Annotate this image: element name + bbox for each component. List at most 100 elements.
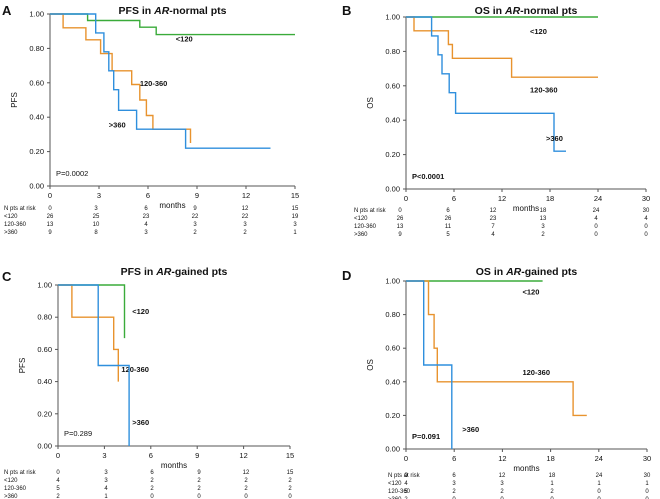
curve-label-gt360: >360 <box>109 121 126 130</box>
y-tick-label: 0.80 <box>29 44 44 53</box>
risk-count: 3 <box>243 222 247 228</box>
risk-count: 2 <box>288 478 292 484</box>
risk-count: 4 <box>56 478 60 484</box>
risk-count: 2 <box>243 230 247 236</box>
x-tick-label: 6 <box>149 451 153 460</box>
y-tick-label: 0.40 <box>29 113 44 122</box>
risk-count: 3 <box>144 230 148 236</box>
risk-row-label: >360 <box>388 497 402 499</box>
y-tick-label: 0.00 <box>37 442 52 451</box>
y-axis-label: PFS <box>18 358 27 374</box>
risk-count: 0 <box>645 497 649 499</box>
risk-table-tick: 3 <box>94 206 98 212</box>
risk-count: 2 <box>197 486 201 492</box>
km-curve-mid <box>406 280 587 417</box>
risk-table-tick: 24 <box>593 208 600 214</box>
risk-row-label: 120-360 <box>354 224 377 230</box>
y-tick-label: 0.40 <box>385 116 400 125</box>
risk-count: 3 <box>500 481 504 487</box>
km-curve-lt120 <box>58 284 126 339</box>
risk-count: 0 <box>244 494 248 499</box>
x-tick-label: 12 <box>498 194 506 203</box>
risk-count: 23 <box>143 214 150 220</box>
y-tick-label: 0.60 <box>385 81 400 90</box>
y-tick-label: 0.20 <box>29 147 44 156</box>
x-tick-label: 18 <box>546 454 554 463</box>
y-tick-label: 0.40 <box>37 377 52 386</box>
y-tick-label: 0.40 <box>385 377 400 386</box>
risk-table-tick: 9 <box>197 470 201 476</box>
risk-count: 5 <box>404 489 408 495</box>
risk-table-tick: 0 <box>56 470 60 476</box>
km-curve-gt360 <box>50 13 271 149</box>
y-tick-label: 0.60 <box>29 78 44 87</box>
risk-count: 0 <box>150 494 154 499</box>
risk-count: 13 <box>540 216 547 222</box>
y-axis-label: OS <box>366 97 375 109</box>
risk-count: 0 <box>644 224 648 230</box>
risk-count: 2 <box>197 478 201 484</box>
risk-count: 7 <box>491 224 495 230</box>
x-tick-label: 15 <box>291 191 299 200</box>
risk-table-tick: 0 <box>404 473 408 479</box>
risk-count: 22 <box>192 214 199 220</box>
risk-count: 0 <box>594 224 598 230</box>
risk-row-label: >360 <box>354 232 368 238</box>
km-curve-gt360 <box>406 280 453 449</box>
risk-count: 4 <box>594 216 598 222</box>
x-tick-label: 9 <box>195 451 199 460</box>
y-tick-label: 1.00 <box>385 277 400 286</box>
y-tick-label: 0.00 <box>385 185 400 194</box>
panel-letter: B <box>342 3 351 18</box>
risk-count: 2 <box>550 489 554 495</box>
risk-table-tick: 6 <box>446 208 450 214</box>
risk-count: 2 <box>150 486 154 492</box>
risk-row-label: <120 <box>4 214 18 220</box>
risk-count: 0 <box>452 497 456 499</box>
x-tick-label: 30 <box>642 194 650 203</box>
risk-count: 3 <box>541 224 545 230</box>
risk-row-label: <120 <box>388 481 402 487</box>
x-tick-label: 6 <box>452 454 456 463</box>
panel-letter: C <box>2 269 12 284</box>
x-tick-label: 12 <box>239 451 247 460</box>
risk-table-tick: 12 <box>499 473 506 479</box>
risk-table-header: N pts at risk <box>4 470 37 476</box>
risk-count: 1 <box>293 230 297 236</box>
km-curve-gt360 <box>406 16 566 152</box>
curve-label-lt120: <120 <box>530 27 547 36</box>
x-axis-label: months <box>159 201 185 210</box>
risk-count: 26 <box>47 214 54 220</box>
risk-count: 4 <box>404 481 408 487</box>
curve-label-mid: 120-360 <box>522 368 550 377</box>
risk-table-tick: 15 <box>287 470 294 476</box>
panel-letter: A <box>2 3 12 18</box>
risk-table-header: N pts at risk <box>354 208 387 214</box>
y-tick-label: 0.20 <box>385 150 400 159</box>
risk-table-tick: 6 <box>150 470 154 476</box>
p-value: P=0.0002 <box>56 169 88 178</box>
risk-count: 2 <box>541 232 545 238</box>
risk-count: 9 <box>398 232 402 238</box>
km-curve-lt120 <box>50 13 295 36</box>
km-curve-gt360 <box>58 284 130 446</box>
risk-count: 0 <box>288 494 292 499</box>
risk-count: 0 <box>645 489 649 495</box>
risk-count: 11 <box>445 224 452 230</box>
y-axis-label: PFS <box>10 92 19 108</box>
y-tick-label: 0.80 <box>385 310 400 319</box>
x-tick-label: 6 <box>452 194 456 203</box>
x-axis-label: months <box>161 461 187 470</box>
x-tick-label: 30 <box>643 454 651 463</box>
risk-count: 1 <box>645 481 649 487</box>
risk-table-tick: 12 <box>243 470 250 476</box>
y-tick-label: 0.20 <box>385 411 400 420</box>
risk-table-tick: 15 <box>292 206 299 212</box>
risk-row-label: <120 <box>4 478 18 484</box>
risk-count: 10 <box>93 222 100 228</box>
risk-count: 2 <box>150 478 154 484</box>
risk-count: 3 <box>104 478 108 484</box>
risk-table-tick: 12 <box>490 208 497 214</box>
x-tick-label: 12 <box>242 191 250 200</box>
